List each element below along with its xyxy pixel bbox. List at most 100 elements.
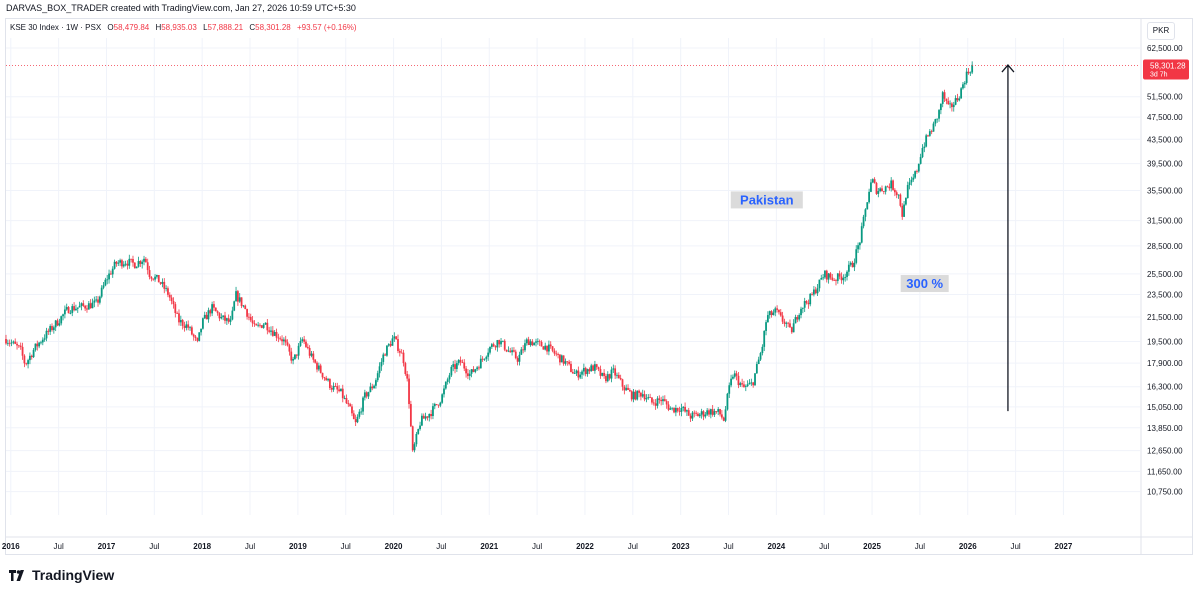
candle <box>643 390 646 402</box>
candle-body <box>189 327 191 329</box>
candle-body <box>441 394 444 403</box>
candle <box>71 303 74 317</box>
candle <box>45 327 48 342</box>
candle <box>487 348 490 361</box>
candle <box>227 314 230 324</box>
candle-body <box>774 308 777 313</box>
candle-body <box>47 330 50 332</box>
candle-body <box>67 307 70 314</box>
candle-body <box>205 314 208 320</box>
candle-body <box>779 312 782 316</box>
candle-body <box>354 419 357 423</box>
candle <box>139 260 142 268</box>
candle <box>91 298 94 309</box>
candle-body <box>246 309 248 317</box>
candle <box>413 442 416 453</box>
candle <box>652 399 655 406</box>
candle <box>334 382 337 387</box>
candle-body <box>505 349 508 352</box>
candle-body <box>84 305 87 309</box>
candle-body <box>511 350 513 353</box>
candle-body <box>281 339 283 342</box>
candle-body <box>571 371 574 374</box>
candle-body <box>814 289 817 294</box>
candle <box>969 71 972 77</box>
candle <box>886 185 889 188</box>
candle-body <box>8 342 11 344</box>
candle <box>923 142 926 153</box>
candle <box>159 281 162 285</box>
currency-button[interactable]: PKR <box>1147 22 1175 40</box>
candle <box>249 313 252 323</box>
candle-body <box>216 311 219 314</box>
candle <box>824 270 826 279</box>
candle-body <box>606 374 609 382</box>
candle-body <box>404 363 407 374</box>
candle <box>437 404 440 408</box>
candle-body <box>358 411 361 417</box>
candle <box>516 356 519 366</box>
candle-body <box>492 344 495 347</box>
candle-body <box>435 404 438 405</box>
candle-body <box>102 285 105 288</box>
candle <box>882 190 885 195</box>
candle-body <box>154 276 156 280</box>
candle-body <box>87 303 90 310</box>
candle-body <box>752 382 755 386</box>
candle <box>691 410 694 422</box>
candle-body <box>122 264 125 267</box>
tradingview-logo[interactable]: TradingView <box>9 567 114 583</box>
candle <box>741 378 744 388</box>
candle <box>279 336 282 341</box>
candle <box>684 402 686 413</box>
x-tick-label: 2016 <box>2 542 20 551</box>
candle <box>778 309 780 315</box>
last-price-countdown: 3d 7h <box>1150 71 1168 78</box>
candle <box>321 372 324 380</box>
candle <box>47 328 50 335</box>
x-tick-label: 2027 <box>1055 542 1073 551</box>
candle <box>93 296 96 308</box>
candle <box>411 425 414 452</box>
y-tick-label: 28,500.00 <box>1147 242 1183 251</box>
candle <box>465 366 467 378</box>
candle <box>625 384 628 391</box>
candle <box>144 256 147 263</box>
candle-body <box>157 275 160 283</box>
candle-body <box>663 399 666 402</box>
candle <box>522 345 525 354</box>
candle <box>187 320 190 331</box>
candle <box>244 304 247 310</box>
candle <box>178 309 180 326</box>
candle-body <box>130 258 133 260</box>
candle-body <box>884 186 887 192</box>
candle <box>656 396 659 409</box>
symbol-label[interactable]: KSE 30 Index · 1W · PSX <box>10 23 102 32</box>
candle <box>744 384 747 392</box>
candle-body <box>943 92 946 99</box>
candle <box>43 334 46 342</box>
candle <box>108 269 110 284</box>
candle <box>67 305 70 314</box>
candle-body <box>625 387 628 391</box>
candle-body <box>671 407 674 409</box>
candle-body <box>811 293 813 295</box>
candle-body <box>610 369 613 379</box>
candle-body <box>248 316 250 318</box>
candle-body <box>967 71 970 74</box>
candle <box>190 325 193 336</box>
candle <box>905 197 907 206</box>
candle-body <box>196 337 199 341</box>
candle-body <box>770 311 773 316</box>
candle <box>943 89 946 102</box>
candle <box>117 260 120 266</box>
candle-body <box>893 189 896 193</box>
candle-body <box>144 258 147 263</box>
candle-body <box>507 350 510 352</box>
candle-body <box>259 324 261 326</box>
candle <box>956 93 959 102</box>
candle <box>647 394 650 400</box>
candle <box>474 368 477 374</box>
candle-body <box>264 322 267 325</box>
